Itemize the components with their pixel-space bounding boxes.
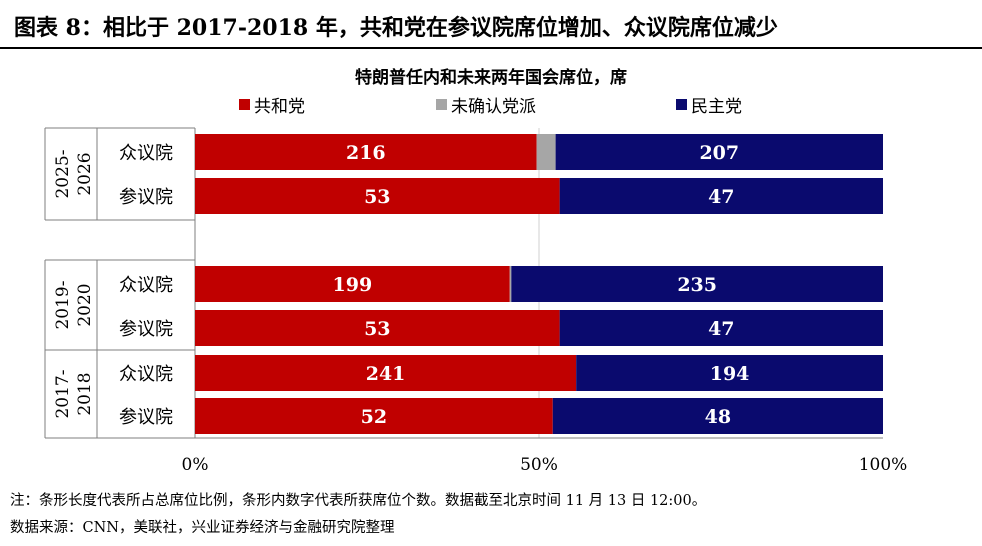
bar-segment (552, 398, 883, 434)
bar-segment (195, 355, 577, 391)
x-tick-label: 50% (520, 455, 558, 475)
bar-segment (536, 134, 556, 170)
chart-note: 注：条形长度代表所占总席位比例，条形内数字代表所获席位个数。数据截至北京时间 1… (10, 493, 707, 509)
chart-source: 数据来源：CNN，美联社，兴业证券经济与金融研究院整理 (10, 520, 395, 536)
bar-segment (195, 310, 560, 346)
group-label: 2017- 2018 (53, 369, 95, 418)
group-label: 2019- 2020 (53, 280, 95, 329)
data-label: 47 (708, 318, 734, 340)
legend-swatch-democrat (676, 98, 687, 110)
data-label: 48 (705, 406, 731, 428)
bar-segment (511, 266, 883, 302)
legend-item-democrat: 民主党 (676, 93, 742, 117)
data-label: 53 (364, 186, 390, 208)
category-label: 参议院 (119, 407, 173, 428)
data-label: 216 (346, 142, 386, 164)
x-tick-label: 0% (182, 455, 209, 475)
data-label: 199 (333, 274, 373, 296)
bar-segment (195, 398, 553, 434)
group-label-line: 2017- (53, 369, 73, 418)
x-tick-label: 100% (859, 455, 908, 475)
data-label: 47 (708, 186, 734, 208)
bar-segment (195, 178, 560, 214)
category-label: 参议院 (119, 187, 173, 208)
bar-segment (195, 266, 510, 302)
group-label-line: 2019- (53, 280, 73, 329)
group-label-line: 2025- (53, 149, 73, 198)
bar-segment (576, 355, 883, 391)
category-label: 参议院 (119, 319, 173, 340)
legend-item-undetermined: 未确认党派 (436, 93, 536, 117)
category-label: 众议院 (119, 364, 173, 385)
legend-item-republican: 共和党 (239, 93, 305, 117)
data-label: 52 (361, 406, 387, 428)
data-label: 194 (710, 363, 750, 385)
bar-segment (559, 310, 883, 346)
data-label: 53 (364, 318, 390, 340)
title-rule (0, 47, 982, 49)
legend-swatch-republican (239, 98, 250, 110)
group-label: 2025- 2026 (53, 149, 95, 198)
legend-swatch-undetermined (436, 98, 447, 110)
bar-segment (195, 134, 537, 170)
chart-title: 特朗普任内和未来两年国会席位，席 (355, 68, 627, 88)
bar-segment (555, 134, 883, 170)
legend-label-democrat: 民主党 (691, 96, 742, 117)
bar-segment (559, 178, 883, 214)
data-label: 235 (677, 274, 717, 296)
group-label-line: 2020 (75, 283, 95, 326)
category-label: 众议院 (119, 143, 173, 164)
data-label: 241 (366, 363, 406, 385)
legend-label-undetermined: 未确认党派 (451, 96, 536, 117)
figure-title: 图表 8：相比于 2017-2018 年，共和党在参议院席位增加、众议院席位减少 (14, 15, 778, 41)
legend-label-republican: 共和党 (254, 96, 305, 117)
data-label: 207 (699, 142, 739, 164)
group-label-line: 2018 (75, 372, 95, 415)
bar-segment (509, 266, 512, 302)
category-label: 众议院 (119, 275, 173, 296)
group-label-line: 2026 (75, 152, 95, 195)
